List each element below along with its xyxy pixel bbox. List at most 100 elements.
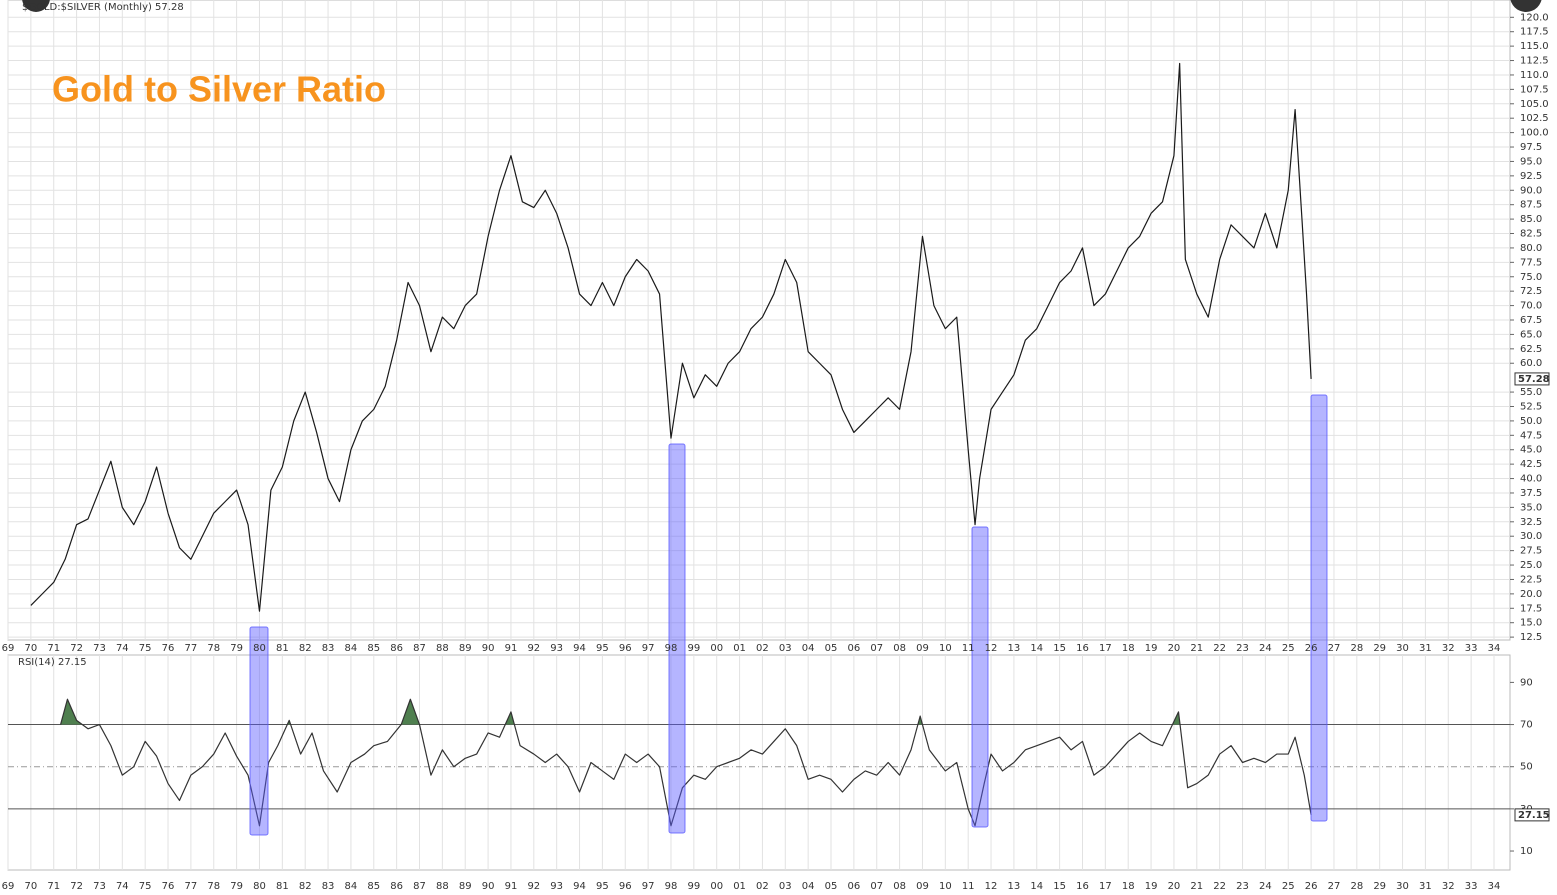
x-tick-label: 92 xyxy=(527,881,540,892)
x-tick-label: 84 xyxy=(345,881,358,892)
x-tick-label: 23 xyxy=(1236,643,1249,654)
y-tick-label: 25.0 xyxy=(1520,560,1542,571)
x-tick-label: 18 xyxy=(1122,881,1135,892)
corner-button[interactable] xyxy=(1510,0,1542,12)
data-line xyxy=(60,698,1312,827)
y-tick-label: 120.0 xyxy=(1520,12,1549,23)
x-tick-label: 73 xyxy=(93,643,106,654)
x-tick-label: 17 xyxy=(1099,643,1112,654)
x-tick-label: 03 xyxy=(779,881,792,892)
x-tick-label: 82 xyxy=(299,643,312,654)
x-tick-label: 79 xyxy=(230,643,243,654)
y-tick-label: 75.0 xyxy=(1520,272,1542,283)
x-tick-label: 93 xyxy=(550,881,563,892)
x-tick-label: 73 xyxy=(93,881,106,892)
x-tick-label: 31 xyxy=(1419,643,1432,654)
x-tick-label: 76 xyxy=(162,643,175,654)
x-tick-label: 97 xyxy=(642,881,655,892)
y-tick-label: 35.0 xyxy=(1520,502,1542,513)
corner-button[interactable] xyxy=(22,0,50,12)
x-tick-label: 28 xyxy=(1350,881,1363,892)
y-tick-label: 115.0 xyxy=(1520,41,1549,52)
x-tick-label: 13 xyxy=(1008,881,1021,892)
x-tick-label: 72 xyxy=(70,881,83,892)
x-tick-label: 19 xyxy=(1145,643,1158,654)
last-value-tag xyxy=(1514,808,1550,822)
y-tick-label: 42.5 xyxy=(1520,459,1542,470)
x-tick-label: 25 xyxy=(1282,881,1295,892)
y-tick-label: 32.5 xyxy=(1520,517,1542,528)
y-tick-label: 47.5 xyxy=(1520,430,1542,441)
symbol-header: $GOLD:$SILVER (Monthly) 57.28 xyxy=(22,2,184,13)
x-tick-label: 02 xyxy=(756,643,769,654)
indicator-header: RSI(14) 27.15 xyxy=(18,657,87,668)
x-tick-label: 12 xyxy=(985,881,998,892)
x-tick-label: 12 xyxy=(985,643,998,654)
y-tick-label: 87.5 xyxy=(1520,200,1542,211)
y-tick-label: 40.0 xyxy=(1520,474,1542,485)
x-tick-label: 26 xyxy=(1305,881,1318,892)
x-tick-label: 87 xyxy=(413,643,426,654)
x-tick-label: 96 xyxy=(619,643,632,654)
x-tick-label: 27 xyxy=(1328,881,1341,892)
x-tick-label: 84 xyxy=(345,643,358,654)
x-tick-label: 78 xyxy=(207,643,220,654)
last-value-label: 57.28 xyxy=(1518,374,1550,385)
x-tick-label: 21 xyxy=(1190,881,1203,892)
x-tick-label: 85 xyxy=(367,643,380,654)
x-tick-label: 33 xyxy=(1465,881,1478,892)
data-line xyxy=(30,62,1312,612)
x-tick-label: 93 xyxy=(550,643,563,654)
x-tick-label: 80 xyxy=(253,643,266,654)
x-tick-label: 72 xyxy=(70,643,83,654)
x-tick-label: 79 xyxy=(230,881,243,892)
y-tick-label: 50 xyxy=(1520,762,1533,773)
x-tick-label: 11 xyxy=(962,643,975,654)
y-tick-label: 17.5 xyxy=(1520,603,1542,614)
x-tick-label: 05 xyxy=(825,643,838,654)
x-tick-label: 00 xyxy=(710,881,723,892)
y-tick-label: 70 xyxy=(1520,720,1533,731)
y-tick-label: 37.5 xyxy=(1520,488,1542,499)
x-tick-label: 90 xyxy=(482,643,495,654)
x-tick-label: 16 xyxy=(1076,643,1089,654)
x-tick-label: 25 xyxy=(1282,643,1295,654)
x-tick-label: 11 xyxy=(962,881,975,892)
last-value-tag xyxy=(1514,372,1550,386)
x-tick-label: 98 xyxy=(665,643,678,654)
x-tick-label: 16 xyxy=(1076,881,1089,892)
x-tick-label: 97 xyxy=(642,643,655,654)
x-tick-label: 92 xyxy=(527,643,540,654)
y-tick-label: 45.0 xyxy=(1520,445,1542,456)
y-tick-label: 77.5 xyxy=(1520,257,1542,268)
x-tick-label: 34 xyxy=(1488,881,1501,892)
y-tick-label: 62.5 xyxy=(1520,344,1542,355)
x-tick-label: 15 xyxy=(1053,881,1066,892)
x-tick-label: 76 xyxy=(162,881,175,892)
y-tick-label: 102.5 xyxy=(1520,113,1549,124)
y-tick-label: 110.0 xyxy=(1520,70,1549,81)
x-tick-label: 07 xyxy=(870,881,883,892)
x-tick-label: 10 xyxy=(939,643,952,654)
x-tick-label: 81 xyxy=(276,643,289,654)
x-tick-label: 88 xyxy=(436,643,449,654)
highlight-box xyxy=(249,626,269,836)
x-tick-label: 17 xyxy=(1099,881,1112,892)
y-tick-label: 82.5 xyxy=(1520,229,1542,240)
x-tick-label: 82 xyxy=(299,881,312,892)
x-tick-label: 70 xyxy=(24,881,37,892)
x-tick-label: 87 xyxy=(413,881,426,892)
x-tick-label: 13 xyxy=(1008,643,1021,654)
x-tick-label: 80 xyxy=(253,881,266,892)
x-tick-label: 96 xyxy=(619,881,632,892)
x-tick-label: 26 xyxy=(1305,643,1318,654)
x-tick-label: 08 xyxy=(893,643,906,654)
x-tick-label: 19 xyxy=(1145,881,1158,892)
highlight-box xyxy=(1310,394,1328,822)
y-tick-label: 90.0 xyxy=(1520,185,1542,196)
y-tick-label: 10 xyxy=(1520,846,1533,857)
chart-title: Gold to Silver Ratio xyxy=(52,69,386,110)
x-tick-label: 20 xyxy=(1168,643,1181,654)
